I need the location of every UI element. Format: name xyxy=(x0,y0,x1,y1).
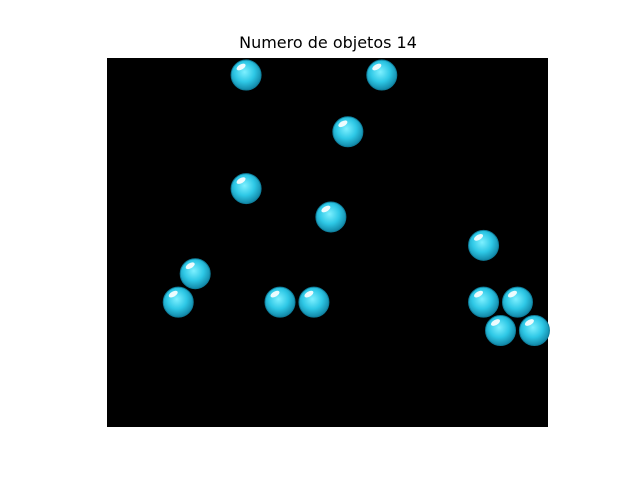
bubble-highlight xyxy=(474,233,484,241)
bubble-body xyxy=(332,116,364,148)
bubble-highlight xyxy=(338,120,348,128)
bubble-point xyxy=(315,201,347,233)
bubble-body xyxy=(230,59,262,91)
bubble-highlight xyxy=(321,205,331,213)
bubble-point xyxy=(332,116,364,148)
bubble-point xyxy=(468,229,500,261)
bubble-body xyxy=(501,286,533,318)
bubble-highlight xyxy=(507,290,517,298)
bubble-body xyxy=(366,59,398,91)
bubble-body xyxy=(468,286,500,318)
bubble-point xyxy=(298,286,330,318)
bubble-point xyxy=(366,59,398,91)
bubble-body xyxy=(468,229,500,261)
bubble-point xyxy=(264,286,296,318)
bubble-point xyxy=(162,286,194,318)
bubble-highlight xyxy=(304,290,314,298)
bubble-point xyxy=(468,286,500,318)
bubble-point xyxy=(230,173,262,205)
bubble-point xyxy=(485,314,517,346)
bubble-highlight xyxy=(372,63,382,71)
bubble-body xyxy=(264,286,296,318)
bubble-highlight xyxy=(270,290,280,298)
bubble-highlight xyxy=(474,290,484,298)
bubble-point xyxy=(230,59,262,91)
bubble-highlight xyxy=(490,319,501,326)
bubble-body xyxy=(518,314,550,346)
bubble-highlight xyxy=(524,319,534,326)
chart-title: Numero de objetos 14 xyxy=(239,33,417,52)
bubble-point xyxy=(179,258,211,290)
bubble-body xyxy=(162,286,194,318)
bubble-highlight xyxy=(236,63,246,71)
bubble-highlight xyxy=(236,177,246,184)
bubble-point xyxy=(518,314,550,346)
bubble-body xyxy=(298,286,330,318)
bubble-body xyxy=(315,201,347,233)
bubble-body xyxy=(485,314,517,346)
bubble-highlight xyxy=(185,262,195,270)
bubble-body xyxy=(230,173,262,205)
bubble-markers xyxy=(162,59,550,346)
bubble-point xyxy=(501,286,533,318)
bubble-highlight xyxy=(168,290,178,298)
bubble-body xyxy=(179,258,211,290)
